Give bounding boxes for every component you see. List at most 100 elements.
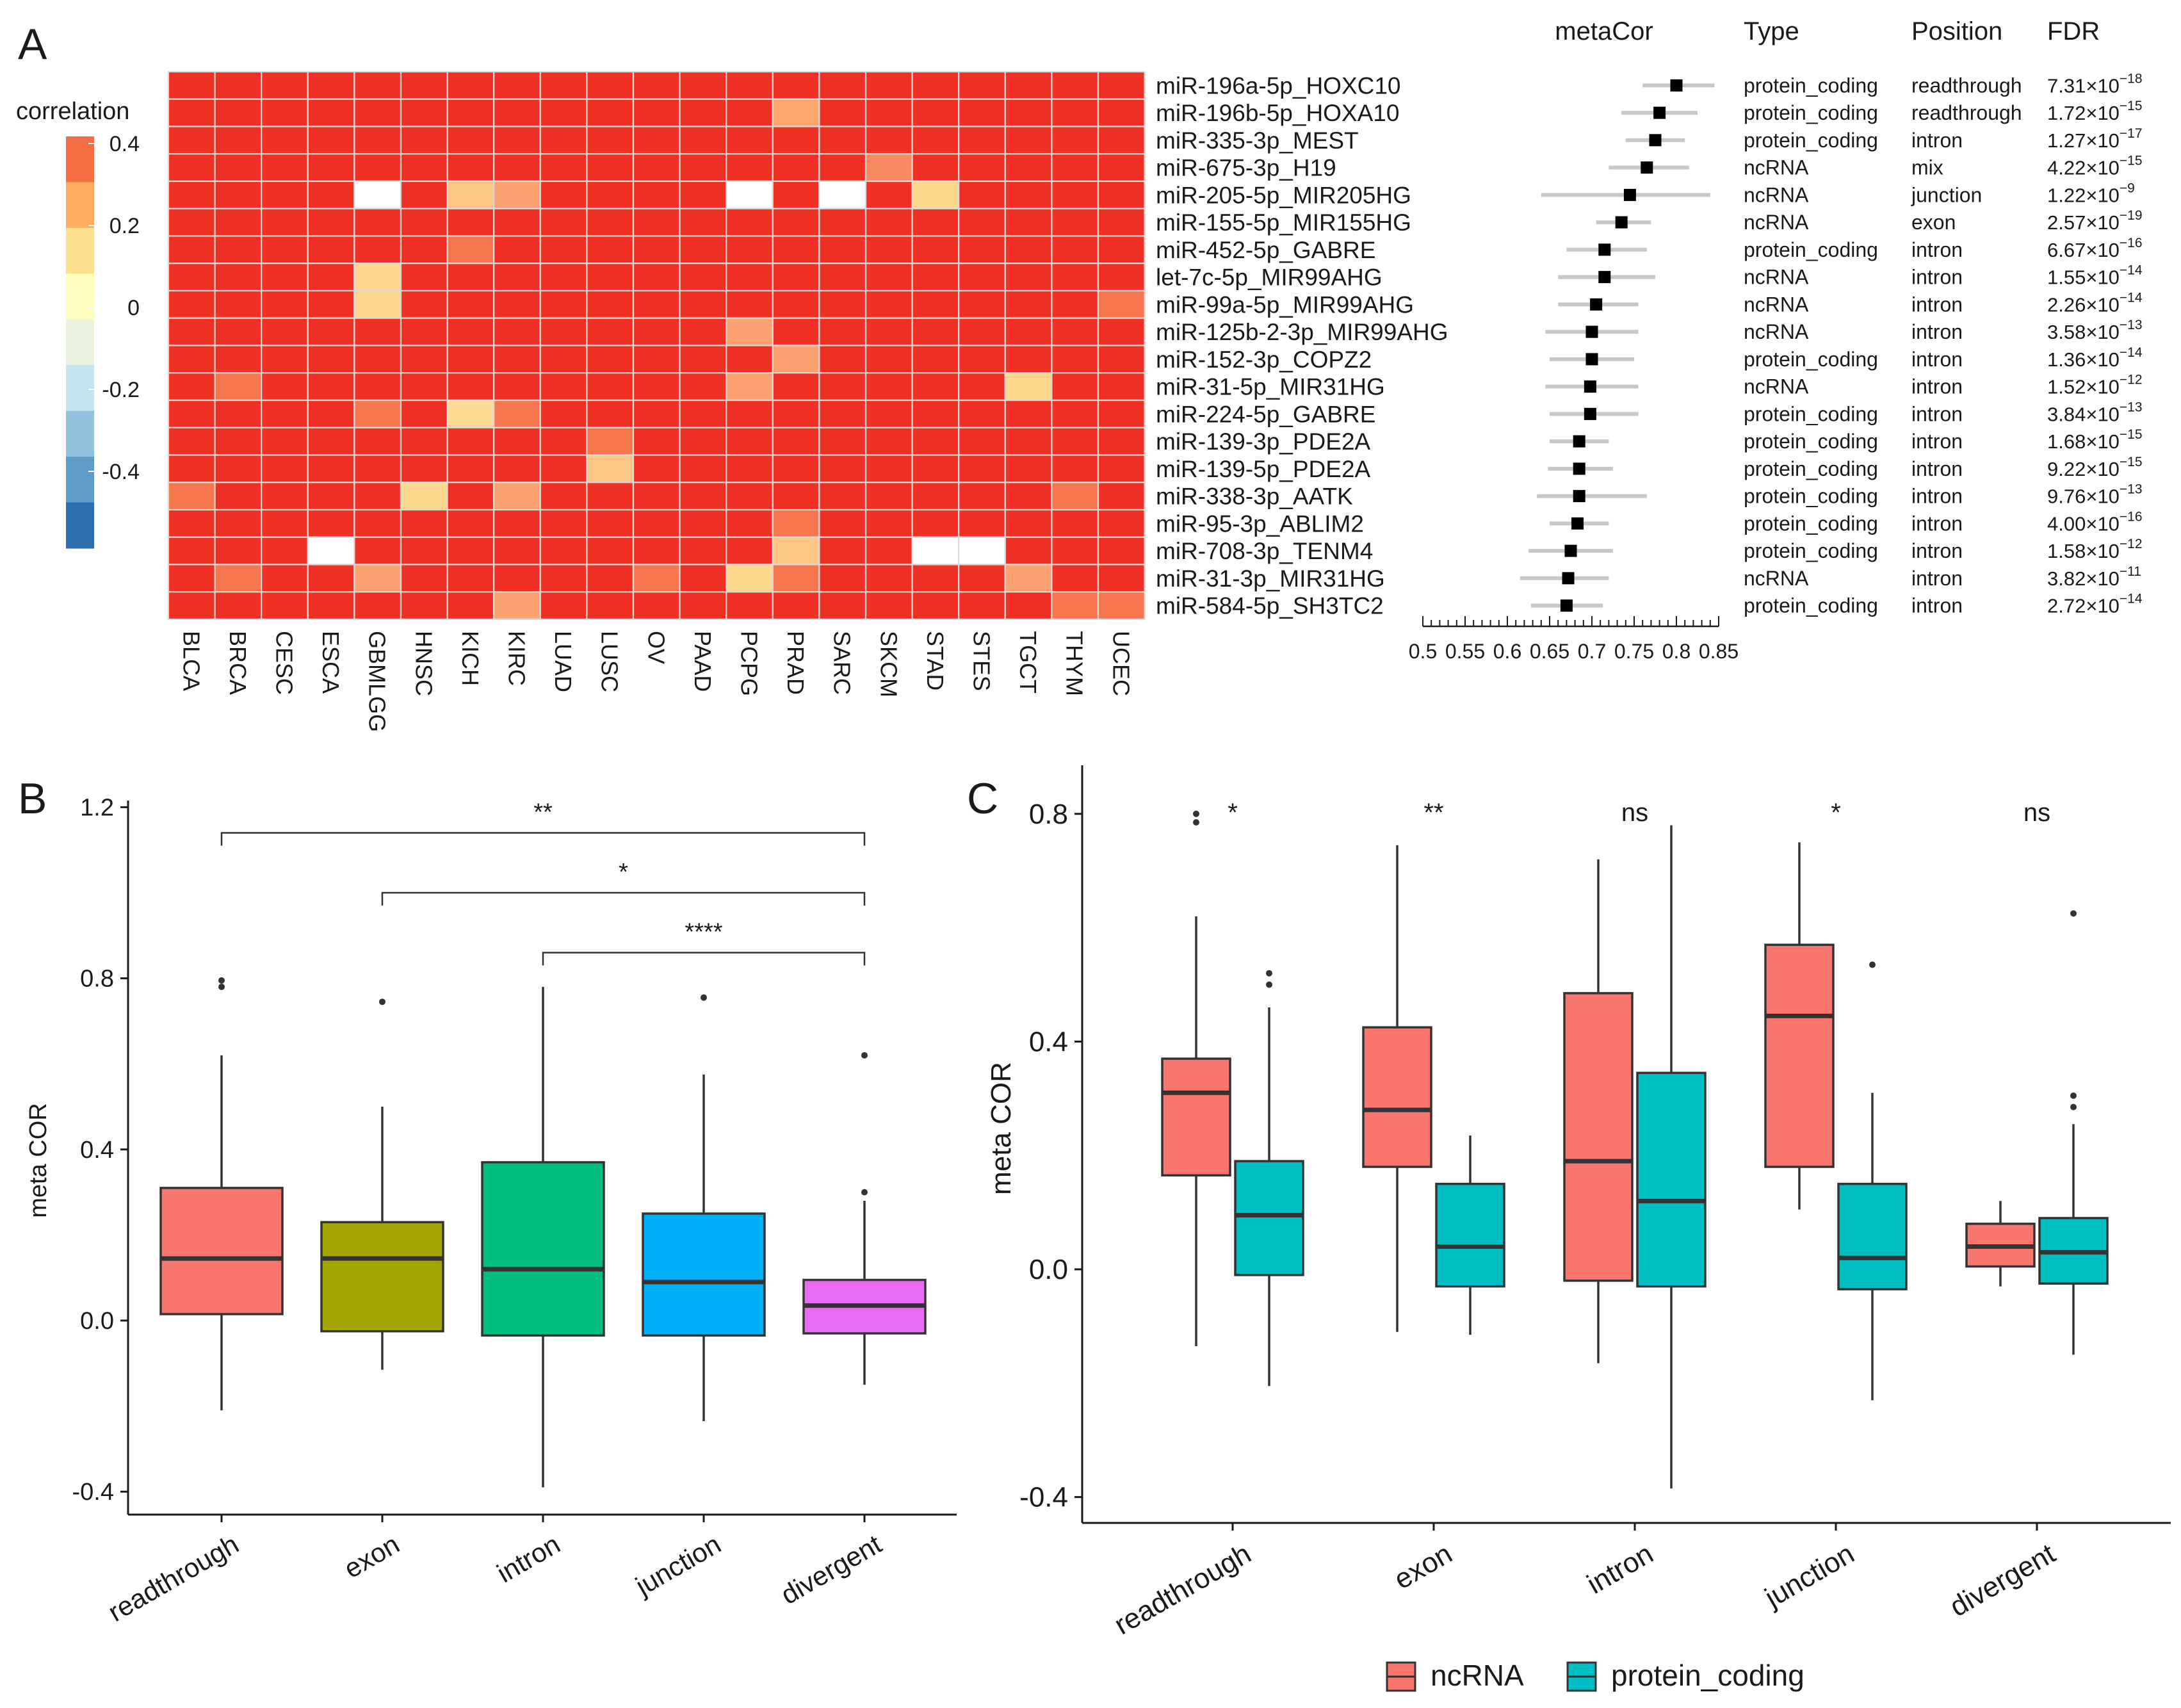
- heatmap-cell: [261, 482, 309, 511]
- heatmap-row-label: miR-95-3p_ABLIM2: [1156, 510, 1364, 537]
- heatmap-cell: [1004, 536, 1053, 565]
- heatmap-cell: [1004, 235, 1053, 264]
- type-cell: protein_coding: [1744, 402, 1878, 425]
- heatmap-cell: [772, 508, 820, 538]
- heatmap-cell: [353, 564, 402, 593]
- heatmap-cell: [1051, 235, 1099, 264]
- heatmap-cell: [772, 454, 820, 484]
- heatmap-row-label: miR-675-3p_H19: [1156, 155, 1336, 181]
- heatmap-cell: [307, 235, 355, 264]
- heatmap-cell: [214, 153, 263, 183]
- heatmap-cell: [958, 153, 1006, 183]
- heatmap-cell: [1097, 263, 1146, 292]
- heatmap-cell: [911, 235, 960, 264]
- fdr-mantissa: 3.82×10: [2047, 567, 2120, 590]
- heatmap-cell: [958, 289, 1006, 319]
- heatmap-cell: [400, 263, 448, 292]
- heatmap-cell: [864, 317, 913, 346]
- heatmap-cell: [818, 345, 867, 374]
- heatmap-cell: [400, 317, 448, 346]
- fdr-exponent: −14: [2120, 290, 2143, 305]
- heatmap-cell: [726, 564, 774, 593]
- heatmap-cell: [818, 536, 867, 565]
- heatmap-cell: [167, 564, 216, 593]
- type-cell: protein_coding: [1744, 485, 1878, 508]
- heatmap-cell: [864, 399, 913, 428]
- heatmap-cell: [911, 207, 960, 237]
- b-outlier: [218, 983, 225, 990]
- heatmap-cell: [1097, 289, 1146, 319]
- position-cell: intron: [1911, 594, 1963, 617]
- heatmap-cell: [400, 345, 448, 374]
- heatmap-cell: [818, 70, 867, 100]
- heatmap-cell: [167, 399, 216, 428]
- heatmap-cell: [1051, 98, 1099, 127]
- fdr-column-header: FDR: [2047, 17, 2100, 45]
- heatmap-cell: [1097, 126, 1146, 155]
- heatmap-cell: [539, 263, 588, 292]
- heatmap-cell: [214, 564, 263, 593]
- position-cell: intron: [1911, 129, 1963, 152]
- heatmap-cell: [400, 180, 448, 209]
- fdr-mantissa: 6.67×10: [2047, 239, 2120, 261]
- heatmap-cell: [679, 289, 727, 319]
- heatmap-cell: [632, 591, 681, 621]
- heatmap-cell: [539, 289, 588, 319]
- heatmap-cell: [261, 536, 309, 565]
- heatmap-cell: [214, 427, 263, 456]
- heatmap-cell: [586, 153, 635, 183]
- heatmap-cell: [307, 289, 355, 319]
- heatmap-cell: [1051, 126, 1099, 155]
- heatmap-cell: [307, 126, 355, 155]
- b-outlier: [861, 1189, 868, 1196]
- colorbar-segment: [66, 182, 94, 229]
- fdr-mantissa: 4.22×10: [2047, 157, 2120, 179]
- heatmap-cell: [307, 536, 355, 565]
- heatmap-cell: [1004, 372, 1053, 402]
- c-ncrna-box: [1362, 1026, 1432, 1168]
- heatmap-cell: [1004, 317, 1053, 346]
- heatmap-cell: [446, 289, 495, 319]
- heatmap-cell: [679, 70, 727, 100]
- fdr-cell: 2.72×10−14: [2047, 592, 2143, 617]
- fdr-mantissa: 1.52×10: [2047, 376, 2120, 398]
- heatmap-cell: [818, 126, 867, 155]
- heatmap-cell: [353, 153, 402, 183]
- heatmap-cell: [493, 317, 541, 346]
- colorbar-title: correlation: [16, 98, 129, 125]
- c-significance-label: **: [1423, 799, 1443, 827]
- heatmap-cell: [400, 235, 448, 264]
- heatmap-cell: [307, 372, 355, 402]
- forest-point: [1653, 106, 1666, 119]
- fdr-exponent: −15: [2120, 99, 2143, 113]
- forest-point: [1584, 380, 1596, 393]
- c-y-axis-label: meta COR: [985, 1062, 1017, 1195]
- fdr-mantissa: 1.22×10: [2047, 184, 2120, 206]
- heatmap-cell: [539, 427, 588, 456]
- heatmap-cell: [772, 180, 820, 209]
- heatmap-cell: [772, 591, 820, 621]
- forest-point: [1564, 544, 1577, 557]
- heatmap-cell: [493, 180, 541, 209]
- heatmap-cell: [446, 536, 495, 565]
- position-cell: readthrough: [1911, 101, 2022, 124]
- heatmap-cell: [818, 317, 867, 346]
- heatmap-cell: [864, 180, 913, 209]
- heatmap-cell: [772, 70, 820, 100]
- heatmap-cell: [446, 508, 495, 538]
- heatmap-cell: [1097, 427, 1146, 456]
- heatmap-cell: [958, 98, 1006, 127]
- heatmap-cell: [586, 180, 635, 209]
- heatmap-cell: [493, 126, 541, 155]
- heatmap-cell: [1051, 263, 1099, 292]
- heatmap-cell: [261, 289, 309, 319]
- heatmap-cell: [167, 235, 216, 264]
- c-ncrna-box: [1563, 992, 1634, 1282]
- heatmap-cell: [586, 508, 635, 538]
- heatmap-cell: [1051, 207, 1099, 237]
- fdr-cell: 1.55×10−14: [2047, 263, 2143, 289]
- fdr-exponent: −14: [2120, 263, 2143, 278]
- heatmap-cell: [167, 207, 216, 237]
- heatmap-cell: [353, 508, 402, 538]
- fdr-cell: 1.52×10−12: [2047, 373, 2143, 398]
